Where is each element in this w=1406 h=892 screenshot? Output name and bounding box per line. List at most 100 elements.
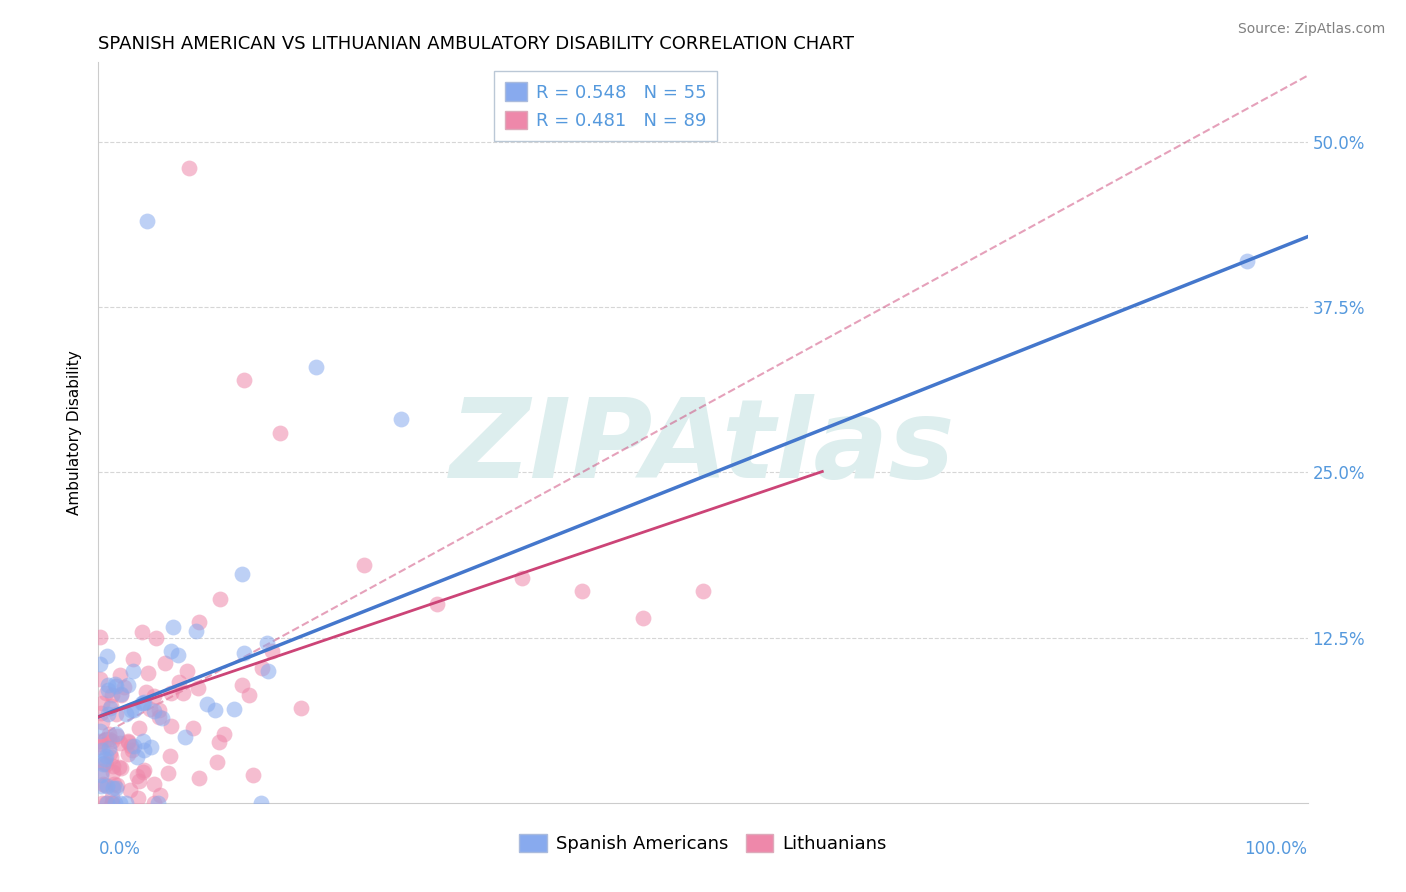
Point (187, 771, 209, 785)
Point (89, 737, 111, 751)
Point (110, 687, 132, 701)
Point (167, 648, 190, 662)
Point (90, 779, 112, 793)
Y-axis label: Ambulatory Disability: Ambulatory Disability (67, 351, 83, 515)
Point (159, 686, 181, 700)
Point (208, 591, 231, 606)
Text: 0.0%: 0.0% (98, 840, 141, 858)
Point (93, 777, 115, 791)
Point (98, 740, 121, 755)
Point (117, 735, 139, 749)
Point (101, 688, 124, 702)
Point (110, 667, 132, 681)
Point (134, 743, 156, 757)
Point (172, 686, 194, 700)
Point (124, 739, 146, 754)
Point (103, 777, 125, 791)
Point (97, 727, 120, 741)
Point (136, 665, 159, 680)
Point (131, 625, 153, 640)
Point (121, 702, 143, 716)
Point (104, 796, 127, 810)
Point (105, 778, 128, 792)
Point (631, 610, 654, 624)
Point (131, 733, 153, 747)
Point (112, 680, 135, 694)
Point (104, 727, 127, 741)
Point (101, 790, 124, 805)
Point (100, 796, 122, 810)
Point (104, 707, 127, 722)
Point (89, 631, 111, 645)
Point (98, 746, 121, 760)
Text: SPANISH AMERICAN VS LITHUANIAN AMBULATORY DISABILITY CORRELATION CHART: SPANISH AMERICAN VS LITHUANIAN AMBULATOR… (98, 35, 855, 53)
Point (231, 678, 253, 692)
Point (135, 214, 157, 228)
Point (122, 664, 145, 678)
Point (146, 796, 169, 810)
Point (93, 756, 115, 770)
Point (156, 766, 179, 780)
Point (101, 780, 124, 795)
Point (571, 584, 593, 599)
Point (169, 675, 191, 690)
Point (114, 707, 136, 722)
Point (105, 679, 128, 693)
Point (94, 732, 117, 747)
Point (148, 703, 170, 717)
Point (97, 683, 120, 698)
Point (159, 749, 181, 764)
Point (262, 644, 284, 658)
Point (179, 161, 201, 176)
Text: ZIPAtlas: ZIPAtlas (450, 394, 956, 501)
Point (101, 764, 124, 779)
Point (110, 796, 132, 810)
Point (142, 777, 165, 791)
Point (105, 729, 128, 743)
Point (90, 696, 112, 710)
Point (89, 723, 111, 738)
Point (149, 789, 172, 803)
Point (125, 769, 148, 783)
Point (118, 783, 141, 797)
Point (98, 700, 121, 714)
Point (153, 656, 176, 670)
Point (143, 689, 166, 703)
Point (100, 698, 122, 713)
Point (132, 695, 155, 709)
Text: 100.0%: 100.0% (1244, 840, 1308, 858)
Point (250, 796, 273, 810)
Point (128, 721, 150, 735)
Point (94, 757, 117, 772)
Point (150, 711, 173, 725)
Legend: Spanish Americans, Lithuanians: Spanish Americans, Lithuanians (512, 827, 894, 861)
Point (101, 759, 124, 773)
Point (90, 706, 112, 721)
Point (132, 697, 155, 711)
Point (89, 672, 111, 686)
Point (90, 768, 112, 782)
Point (89, 657, 111, 671)
Point (125, 750, 148, 764)
Point (93, 752, 115, 766)
Point (139, 702, 162, 716)
Point (96, 648, 118, 663)
Point (98, 731, 121, 746)
Point (132, 764, 155, 778)
Point (100, 750, 122, 764)
Point (160, 719, 183, 733)
Point (353, 558, 375, 572)
Point (94, 749, 117, 764)
Point (89, 739, 111, 754)
Point (100, 796, 122, 810)
Point (184, 624, 207, 638)
Point (205, 755, 228, 769)
Point (139, 740, 162, 755)
Point (256, 636, 278, 650)
Point (91, 714, 114, 729)
Point (108, 760, 131, 774)
Point (1236, 253, 1258, 268)
Point (143, 704, 166, 718)
Point (238, 688, 260, 702)
Point (97, 678, 120, 692)
